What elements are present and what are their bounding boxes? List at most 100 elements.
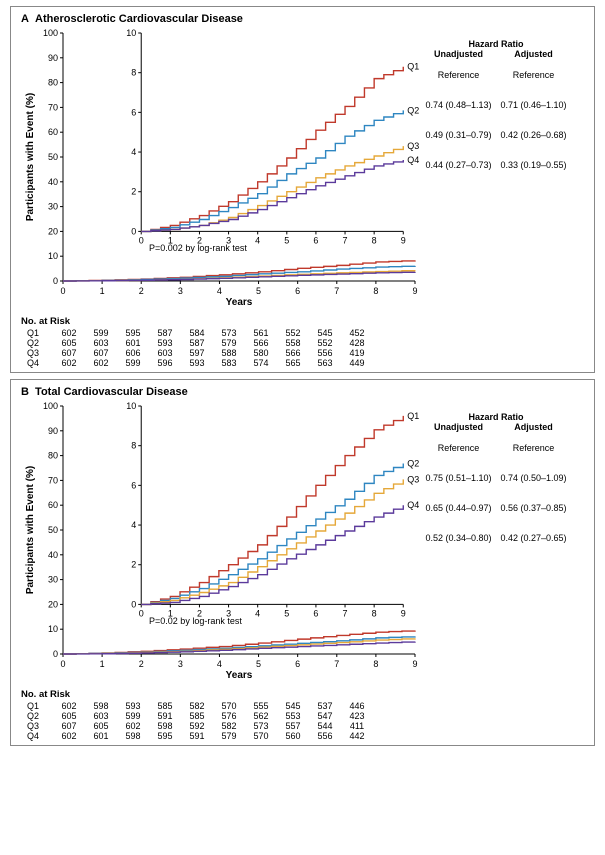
svg-text:1: 1 <box>100 659 105 669</box>
svg-text:4: 4 <box>217 659 222 669</box>
hr-header: Hazard Ratio <box>421 39 571 49</box>
svg-text:0: 0 <box>60 286 65 296</box>
svg-text:6: 6 <box>295 659 300 669</box>
svg-text:4: 4 <box>255 235 260 245</box>
hr-row: ReferenceReference <box>421 60 571 90</box>
svg-text:2: 2 <box>197 235 202 245</box>
svg-text:10: 10 <box>48 624 58 634</box>
svg-text:Q3: Q3 <box>407 474 419 484</box>
svg-text:30: 30 <box>48 575 58 585</box>
svg-text:20: 20 <box>48 599 58 609</box>
risk-row: Q2605603599591585576562553547423 <box>21 711 584 721</box>
svg-text:9: 9 <box>401 235 406 245</box>
svg-text:2: 2 <box>131 560 136 570</box>
svg-text:6: 6 <box>313 608 318 618</box>
svg-text:10: 10 <box>126 401 136 411</box>
risk-title: No. at Risk <box>21 316 584 327</box>
svg-text:8: 8 <box>372 235 377 245</box>
svg-text:0: 0 <box>139 235 144 245</box>
hazard-ratio-table: Hazard RatioUnadjustedAdjustedReferenceR… <box>421 27 571 180</box>
svg-text:8: 8 <box>373 286 378 296</box>
risk-row: Q4602602599596593583574565563449 <box>21 358 584 368</box>
svg-text:Participants with Event (%): Participants with Event (%) <box>25 466 36 594</box>
risk-row: Q3607607606603597588580566556419 <box>21 348 584 358</box>
svg-text:2: 2 <box>139 286 144 296</box>
svg-text:4: 4 <box>217 286 222 296</box>
risk-title: No. at Risk <box>21 689 584 700</box>
svg-text:Years: Years <box>226 670 253 680</box>
svg-text:8: 8 <box>373 659 378 669</box>
svg-text:80: 80 <box>48 78 58 88</box>
hr-header: Hazard Ratio <box>421 412 571 422</box>
risk-row: Q4602601598595591579570560556442 <box>21 731 584 741</box>
svg-text:50: 50 <box>48 152 58 162</box>
svg-text:8: 8 <box>372 608 377 618</box>
hr-row: 0.44 (0.27–0.73)0.33 (0.19–0.55) <box>421 150 571 180</box>
svg-text:0: 0 <box>53 276 58 286</box>
svg-text:4: 4 <box>131 147 136 157</box>
svg-text:3: 3 <box>226 608 231 618</box>
svg-text:70: 70 <box>48 475 58 485</box>
svg-text:60: 60 <box>48 500 58 510</box>
svg-text:4: 4 <box>131 520 136 530</box>
svg-text:Q4: Q4 <box>407 155 419 165</box>
svg-text:Q2: Q2 <box>407 459 419 469</box>
panel-B: B Total Cardiovascular Disease0102030405… <box>10 379 595 746</box>
svg-text:10: 10 <box>48 251 58 261</box>
svg-text:7: 7 <box>334 286 339 296</box>
risk-row: Q3607605602598592582573557544411 <box>21 721 584 731</box>
svg-text:Q4: Q4 <box>407 500 419 510</box>
svg-text:7: 7 <box>343 235 348 245</box>
svg-text:6: 6 <box>295 286 300 296</box>
svg-text:5: 5 <box>284 608 289 618</box>
svg-text:0: 0 <box>131 599 136 609</box>
svg-text:7: 7 <box>334 659 339 669</box>
svg-text:0: 0 <box>139 608 144 618</box>
svg-text:Participants with Event (%): Participants with Event (%) <box>25 93 36 221</box>
svg-text:9: 9 <box>412 286 417 296</box>
svg-text:0: 0 <box>131 226 136 236</box>
svg-text:2: 2 <box>197 608 202 618</box>
hr-subheader: UnadjustedAdjusted <box>421 49 571 59</box>
svg-text:90: 90 <box>48 426 58 436</box>
svg-text:3: 3 <box>226 235 231 245</box>
svg-text:0: 0 <box>60 659 65 669</box>
svg-text:10: 10 <box>126 28 136 38</box>
svg-text:6: 6 <box>131 107 136 117</box>
svg-text:Q1: Q1 <box>407 411 419 421</box>
svg-text:40: 40 <box>48 550 58 560</box>
svg-text:9: 9 <box>401 608 406 618</box>
svg-text:50: 50 <box>48 525 58 535</box>
hr-row: 0.49 (0.31–0.79)0.42 (0.26–0.68) <box>421 120 571 150</box>
svg-text:6: 6 <box>131 480 136 490</box>
risk-row: Q1602598593585582570555545537446 <box>21 701 584 711</box>
svg-text:90: 90 <box>48 53 58 63</box>
svg-text:4: 4 <box>255 608 260 618</box>
km-chart: 01020304050607080901000123456789Particip… <box>21 400 421 680</box>
svg-text:2: 2 <box>131 187 136 197</box>
svg-text:3: 3 <box>178 659 183 669</box>
hr-row: ReferenceReference <box>421 433 571 463</box>
risk-row: Q1602599595587584573561552545452 <box>21 328 584 338</box>
svg-text:5: 5 <box>256 286 261 296</box>
svg-text:5: 5 <box>284 235 289 245</box>
svg-text:8: 8 <box>131 441 136 451</box>
chart-container: 01020304050607080901000123456789Particip… <box>21 400 421 685</box>
hr-row: 0.74 (0.48–1.13)0.71 (0.46–1.10) <box>421 90 571 120</box>
risk-row: Q2605603601593587579566558552428 <box>21 338 584 348</box>
svg-text:8: 8 <box>131 68 136 78</box>
svg-text:40: 40 <box>48 177 58 187</box>
svg-text:1: 1 <box>168 235 173 245</box>
km-chart: 01020304050607080901000123456789Particip… <box>21 27 421 307</box>
svg-text:80: 80 <box>48 451 58 461</box>
svg-text:6: 6 <box>313 235 318 245</box>
no-at-risk-table: No. at RiskQ1602599595587584573561552545… <box>21 316 584 368</box>
no-at-risk-table: No. at RiskQ1602598593585582570555545537… <box>21 689 584 741</box>
panel-title: A Atherosclerotic Cardiovascular Disease <box>21 13 584 25</box>
panel-title: B Total Cardiovascular Disease <box>21 386 584 398</box>
svg-text:3: 3 <box>178 286 183 296</box>
svg-text:0: 0 <box>53 649 58 659</box>
svg-text:1: 1 <box>168 608 173 618</box>
svg-text:60: 60 <box>48 127 58 137</box>
svg-text:Q1: Q1 <box>407 62 419 72</box>
